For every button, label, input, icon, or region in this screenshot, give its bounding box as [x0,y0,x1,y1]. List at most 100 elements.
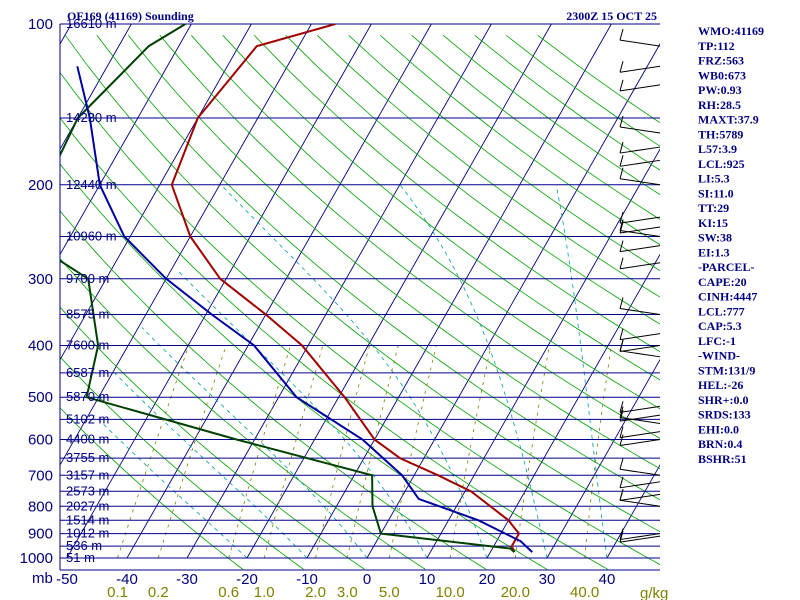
dry-adiabat-line [537,34,660,124]
stability-index: WMO:41169 [698,24,764,38]
wind-barb [619,126,661,134]
wind-barb-flag [619,79,624,91]
height-label: 2573 m [66,483,109,498]
wind-barb-flag [619,167,624,179]
isotherm-line [60,24,192,256]
wind-barb-flag [619,61,624,73]
isotherm-line [546,358,660,559]
wind-barb [619,308,661,316]
moist-adiabat-line [220,184,488,559]
wind-barb-flag [619,115,624,128]
moist-adiabat-line [94,414,248,559]
dry-adiabat-line [316,35,660,298]
mixing-ratio-tick-label: 20.0 [501,584,530,600]
height-label: 1012 m [66,526,109,541]
moist-adiabat-line [555,184,608,559]
stability-index: SI:11.0 [698,186,734,200]
height-label: 5102 m [66,411,109,426]
parcel-path-trace [76,66,533,553]
stability-index: EHI:0.0 [698,422,739,436]
wind-barb [619,414,661,422]
stability-index: KI:15 [698,216,728,230]
wind-barb [619,468,661,476]
wind-barb-flag [619,155,624,167]
wind-barb [619,159,661,167]
pressure-unit-label: mb [32,570,53,587]
stability-index: SRDS:133 [698,408,751,422]
dry-adiabat-line [60,407,243,570]
temperature-tick-label: -30 [176,571,198,588]
dry-adiabat-line [127,35,660,470]
height-label: 2027 m [66,498,109,513]
stability-index: BRN:0.4 [698,437,742,451]
stability-index: CAPE:20 [698,275,747,289]
temperature-tick-label: 20 [479,571,496,588]
wind-barb-flag [619,434,624,446]
pressure-tick-label: 700 [28,467,53,484]
dry-adiabat-line [60,306,365,570]
dry-adiabat-line [60,210,487,570]
isobar-lines [60,23,660,559]
stability-index: RH:28.5 [698,98,741,112]
stability-index: HEL:-26 [698,378,743,392]
pressure-tick-label: 600 [28,432,53,449]
mixing-ratio-tick-label: 5.0 [379,584,400,600]
wind-barb [619,350,661,358]
dry-adiabat-line [64,35,660,533]
dewpoint-trace [60,24,515,553]
wind-barb [619,405,661,413]
mixing-ratio-line [117,345,190,559]
dry-adiabat-line [60,257,426,570]
wind-barb [619,439,661,447]
mixing-ratio-tick-label: 1.0 [254,584,275,600]
wind-barb [619,84,661,92]
wind-barb [619,481,661,489]
wind-barbs [619,28,661,543]
stability-index: L57:3.9 [698,142,737,156]
isotherm-line [306,24,612,559]
temperature-tick-label: -40 [116,571,138,588]
isotherm-line [66,24,372,559]
isotherm-line [246,24,552,559]
wind-barb [619,262,661,270]
wind-barb [619,178,661,186]
pressure-tick-label: 500 [28,389,53,406]
height-label: 1514 m [66,512,109,527]
stability-index: CAP:5.3 [698,319,742,333]
mixing-ratio-line [514,345,550,559]
mixing-ratio-line [449,345,492,559]
wind-barb-flag [619,339,624,351]
wind-barb [619,499,661,507]
wind-barb-flag [619,406,624,418]
dry-adiabat-line [191,35,660,410]
pressure-tick-label: 800 [28,498,53,515]
pressure-tick-label: 200 [28,177,53,194]
wind-barb-flag [619,530,624,543]
background-grid [60,24,660,570]
temperature-tick-label: 10 [419,571,436,588]
wind-barb-flag [619,219,624,231]
mixing-ratio-tick-label: 0.1 [107,584,128,600]
wind-barb-flag [619,528,624,540]
stability-index: LCL:777 [698,304,745,318]
wind-barb-flag [619,221,624,234]
temperature-tick-label: -50 [56,571,78,588]
stability-index: MAXT:37.9 [698,113,759,127]
wind-barb [619,345,661,352]
mixing-ratio-unit-label: g/kg [640,585,668,600]
stability-index: -WIND- [698,349,740,363]
wind-barb [619,65,661,73]
dry-adiabat-line [222,35,660,381]
dry-adiabat-line [253,35,660,353]
temperature-trace [170,24,521,553]
mixing-ratio-tick-label: 3.0 [337,584,358,600]
stability-index: LCL:925 [698,157,745,171]
moist-adiabat-line [114,372,308,559]
dry-adiabat-line [60,117,608,570]
stability-index: WB0:673 [698,68,746,82]
wind-barb-flag [619,426,624,438]
wind-barb-flag [619,297,624,309]
wind-barb [619,535,661,543]
